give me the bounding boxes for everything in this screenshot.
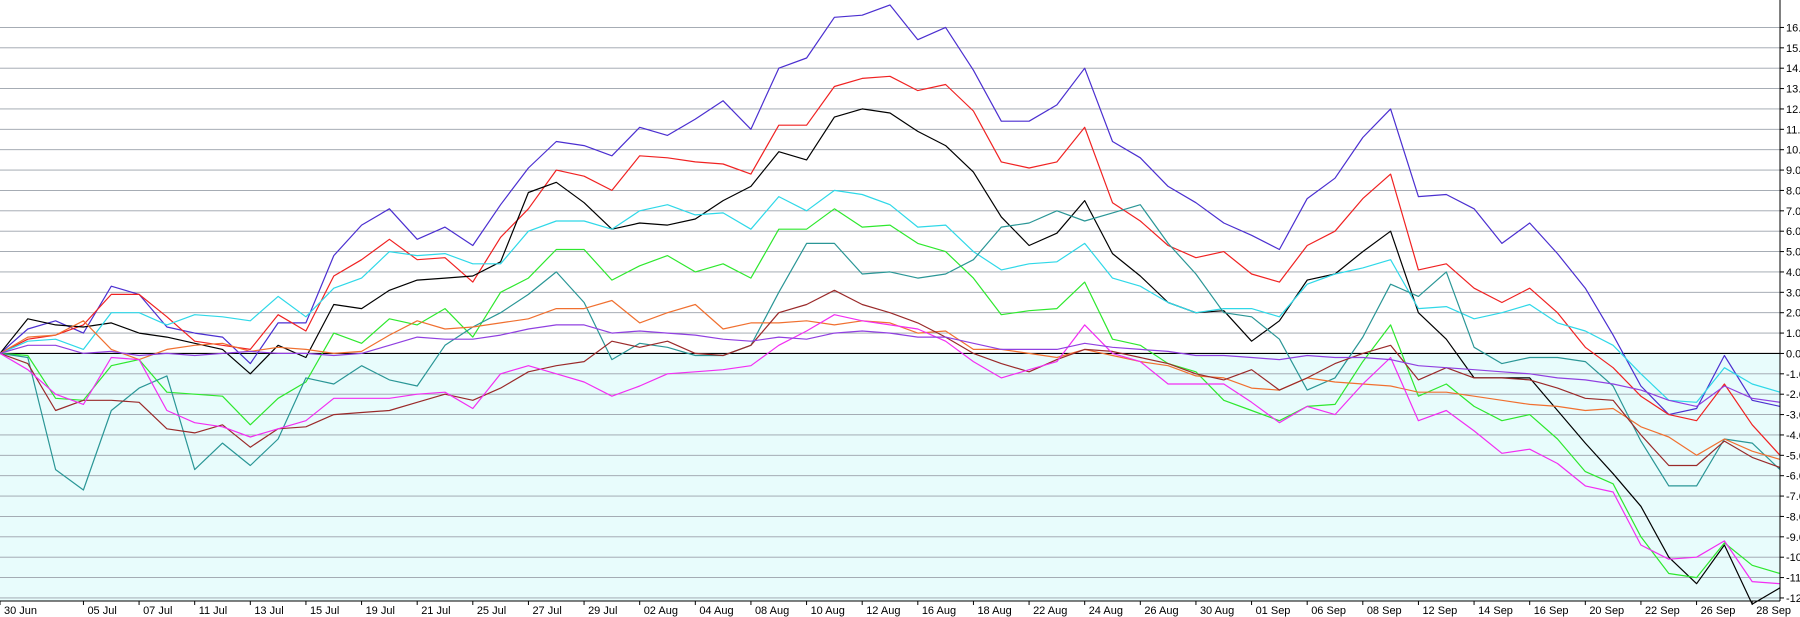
y-tick-label: 15.0% (1786, 43, 1800, 55)
x-tick-label: 27 Jul (532, 605, 561, 617)
y-tick-label: 14.0% (1786, 63, 1800, 75)
x-tick-label: 12 Sep (1422, 605, 1457, 617)
x-tick-label: 04 Aug (699, 605, 733, 617)
series-line-4 (0, 189, 1781, 403)
series-line-2 (0, 75, 1781, 456)
y-tick-label: 10.0% (1786, 145, 1800, 157)
x-tick-label: 28 Sep (1756, 605, 1791, 617)
y-tick-label: 6.0% (1786, 226, 1800, 238)
x-axis-ticks: 30 Jun 05 Jul 07 Jul 11 Jul 13 Jul 15 Jul 19 J… (0, 601, 1791, 617)
x-tick-label: 18 Aug (977, 605, 1011, 617)
y-tick-label: 4.0% (1786, 267, 1800, 279)
y-tick-label: 7.0% (1786, 206, 1800, 218)
y-axis-ticks: -12.0% -11.0% -10.0% -9.0% -8.0% -7.0% -6.0% -5… (1780, 22, 1800, 605)
x-tick-label: 08 Aug (755, 605, 789, 617)
y-tick-label: -8.0% (1786, 511, 1800, 523)
x-tick-label: 08 Sep (1367, 605, 1402, 617)
y-tick-label: -2.0% (1786, 389, 1800, 401)
x-tick-label: 24 Aug (1089, 605, 1123, 617)
x-tick-label: 21 Jul (421, 605, 450, 617)
y-tick-label: -6.0% (1786, 471, 1800, 483)
series-line-8 (0, 289, 1781, 469)
y-tick-label: 16.0% (1786, 22, 1800, 34)
x-tick-label: 07 Jul (143, 605, 172, 617)
y-tick-label: -11.0% (1786, 573, 1800, 585)
x-tick-label: 16 Aug (922, 605, 956, 617)
y-tick-label: -1.0% (1786, 369, 1800, 381)
x-tick-label: 20 Sep (1589, 605, 1624, 617)
y-tick-label: 13.0% (1786, 84, 1800, 96)
x-tick-label: 25 Jul (477, 605, 506, 617)
x-tick-label: 26 Aug (1144, 605, 1178, 617)
series-line-7 (0, 299, 1781, 460)
x-tick-label: 02 Aug (644, 605, 678, 617)
y-tick-label: 5.0% (1786, 247, 1800, 259)
x-tick-label: 26 Sep (1701, 605, 1736, 617)
x-tick-label: 14 Sep (1478, 605, 1513, 617)
y-tick-label: -10.0% (1786, 552, 1800, 564)
y-tick-label: 0.0% (1786, 348, 1800, 360)
y-tick-label: -4.0% (1786, 430, 1800, 442)
x-tick-label: 10 Aug (811, 605, 845, 617)
series-lines (0, 4, 1781, 605)
y-tick-label: 1.0% (1786, 328, 1800, 340)
series-line-6 (0, 204, 1781, 491)
x-tick-label: 22 Sep (1645, 605, 1680, 617)
series-line-5 (0, 208, 1781, 579)
y-tick-label: 8.0% (1786, 185, 1800, 197)
x-tick-label: 30 Aug (1200, 605, 1234, 617)
x-tick-label: 12 Aug (866, 605, 900, 617)
series-line-10 (0, 324, 1781, 407)
y-tick-label: -12.0% (1786, 593, 1800, 605)
x-tick-label: 11 Jul (199, 605, 228, 617)
y-tick-label: 12.0% (1786, 104, 1800, 116)
series-line-1 (0, 4, 1781, 416)
y-tick-label: 3.0% (1786, 287, 1800, 299)
plot-background-positive (0, 3, 1780, 354)
y-tick-label: 2.0% (1786, 308, 1800, 320)
y-tick-label: 11.0% (1786, 124, 1800, 136)
x-tick-label: 16 Sep (1534, 605, 1569, 617)
y-tick-label: -3.0% (1786, 410, 1800, 422)
x-tick-label: 30 Jun (4, 605, 37, 617)
series-line-9 (0, 314, 1781, 585)
x-tick-label: 19 Jul (366, 605, 395, 617)
x-tick-label: 01 Sep (1256, 605, 1291, 617)
y-tick-label: -9.0% (1786, 532, 1800, 544)
x-tick-label: 06 Sep (1311, 605, 1346, 617)
x-tick-label: 13 Jul (254, 605, 283, 617)
y-tick-label: -7.0% (1786, 491, 1800, 503)
x-tick-label: 15 Jul (310, 605, 339, 617)
x-tick-label: 22 Aug (1033, 605, 1067, 617)
x-tick-label: 29 Jul (588, 605, 617, 617)
y-tick-label: 9.0% (1786, 165, 1800, 177)
y-tick-label: -5.0% (1786, 450, 1800, 462)
x-tick-label: 05 Jul (87, 605, 116, 617)
plot-background-negative (0, 353, 1780, 601)
